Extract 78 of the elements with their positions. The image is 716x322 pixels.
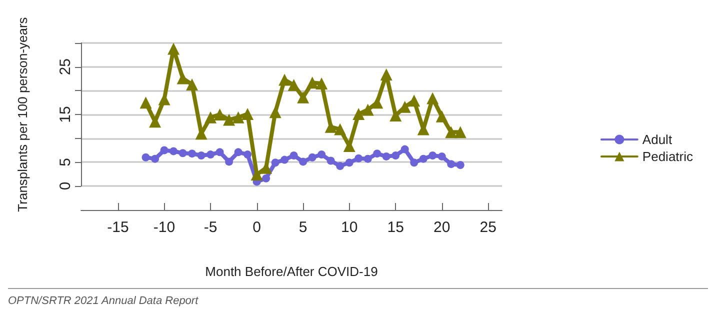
point	[334, 123, 346, 136]
text: OPTN/SRTR 2021 Annual Data Report	[8, 295, 200, 307]
point	[400, 145, 409, 154]
point	[280, 156, 289, 164]
point	[318, 150, 326, 159]
point	[223, 114, 236, 126]
point	[380, 68, 392, 80]
x-tick-label: -5	[204, 219, 218, 236]
legend-label: Adult	[642, 132, 672, 147]
point	[197, 151, 206, 160]
y-tick-label: 0	[57, 182, 74, 190]
point	[392, 151, 400, 160]
x-tick-label: -10	[153, 219, 176, 236]
point	[204, 111, 217, 124]
y-tick-label: 15	[57, 106, 74, 123]
point	[242, 108, 254, 120]
point	[234, 148, 242, 156]
point	[271, 158, 280, 167]
y-tick-label: 5	[57, 158, 74, 166]
point	[140, 96, 152, 109]
point	[151, 154, 160, 163]
point	[188, 150, 196, 158]
point	[436, 110, 448, 122]
x-axis-title: Month Before/After COVID-19	[205, 264, 378, 279]
point	[354, 154, 363, 162]
point	[232, 111, 244, 124]
point	[456, 161, 464, 170]
point	[176, 72, 189, 84]
point	[290, 151, 298, 160]
point	[262, 174, 270, 182]
point	[419, 154, 428, 163]
x-tick-label: 15	[387, 219, 404, 236]
point	[362, 104, 374, 116]
point	[160, 146, 168, 154]
y-axis-title: Transplants per 100 person-years	[15, 16, 30, 212]
point	[352, 108, 365, 120]
point	[408, 94, 420, 107]
x-tick-label: 25	[480, 219, 496, 236]
point	[168, 42, 180, 55]
point	[186, 78, 198, 90]
point	[149, 116, 162, 128]
point	[142, 153, 150, 162]
point	[308, 153, 316, 162]
point	[225, 158, 234, 166]
point	[299, 158, 308, 166]
point	[170, 147, 178, 156]
x-tick-label: 5	[298, 219, 308, 236]
point	[410, 158, 418, 167]
point	[336, 162, 344, 170]
point	[428, 151, 437, 160]
point	[373, 150, 382, 158]
point	[447, 160, 456, 168]
point	[306, 76, 318, 89]
point	[278, 74, 291, 86]
y-tick-label: 25	[57, 58, 74, 76]
point	[345, 158, 354, 167]
point	[371, 96, 384, 109]
point	[269, 106, 282, 118]
legend-label: Pediatric	[642, 149, 694, 164]
point	[244, 150, 252, 159]
point	[454, 126, 466, 138]
point	[216, 148, 224, 156]
point	[288, 78, 300, 91]
point	[326, 156, 335, 165]
point	[297, 91, 310, 104]
x-tick-label: -15	[107, 219, 129, 236]
point	[178, 149, 187, 158]
point	[382, 152, 390, 160]
point	[206, 150, 215, 159]
point	[316, 78, 328, 90]
x-tick-label: 20	[434, 219, 450, 236]
x-tick-label: 10	[340, 219, 358, 236]
point	[364, 154, 372, 163]
point	[426, 92, 439, 104]
point	[214, 108, 226, 120]
point	[445, 126, 458, 138]
point	[438, 152, 446, 160]
x-tick-label: 0	[252, 219, 261, 236]
